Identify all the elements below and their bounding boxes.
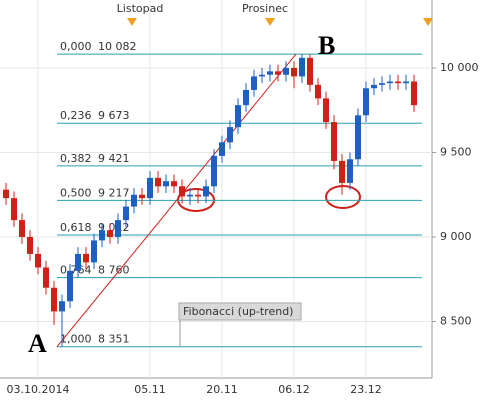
candle-body [331,122,337,161]
fib-price: 9 217 [98,186,130,199]
candle-body [275,71,281,75]
candle-body [283,67,289,75]
candle-body [67,270,73,302]
x-tick-label: 06.12 [278,383,310,396]
candle-body [243,89,249,106]
fib-ratio: 1,000 [60,333,92,346]
x-tick-label: 23.12 [350,383,382,396]
candle-body [115,220,121,238]
candle-body [307,57,313,85]
x-tick-label: 20.11 [206,383,238,396]
annotation: A [28,329,47,358]
fib-ratio: 0,500 [60,186,92,199]
candle-body [355,115,361,160]
fib-price: 9 421 [98,152,130,165]
candle-body [51,287,57,312]
month-label: Prosinec [242,2,288,15]
candle-body [219,142,225,156]
candle-body [323,98,329,123]
candle-body [147,177,153,199]
candle-body [291,67,297,77]
trend-line [56,53,297,348]
marker [423,18,433,26]
candle-body [179,186,185,197]
candle-body [99,230,105,241]
candle-body [107,230,113,238]
candle-body [91,240,97,263]
candle-body [187,194,193,197]
candle-body [403,81,409,84]
candle-body [259,74,265,77]
candle-body [195,194,201,197]
candle-body [387,81,393,84]
candle-body [211,155,217,187]
x-tick-label: 05.11 [134,383,166,396]
month-label: Listopad [117,2,164,15]
fib-ratio: 0,236 [60,109,92,122]
fib-price: 9 673 [98,109,130,122]
candle-body [315,84,321,99]
fib-ratio: 0,382 [60,152,92,165]
candle-body [83,253,89,263]
fib-price: 9 012 [98,221,130,234]
candle-body [27,237,33,254]
candle-body [123,206,129,221]
y-tick-label: 10 000 [440,61,479,74]
candle-body [227,127,233,143]
candle-body [235,105,241,128]
candle-body [139,194,145,199]
x-tick-label: 03.10.2014 [7,383,70,396]
candle-body [251,76,257,90]
candle-body [35,253,41,268]
fib-price: 10 082 [98,40,137,53]
candle-body [203,186,209,197]
fib-name: Fibonacci (up-trend) [183,305,293,318]
candle-body [19,220,25,238]
candle-body [75,253,81,271]
fib-ratio: 0,000 [60,40,92,53]
candle-body [379,83,385,85]
candle-body [411,81,417,106]
fib-price: 8 760 [98,264,130,277]
candle-body [43,267,49,288]
candle-body [3,189,9,199]
candle-body [59,301,65,312]
marker [265,18,275,26]
fib-price: 8 351 [98,333,130,346]
label-box [178,302,302,321]
highlight-circle [325,185,361,209]
marker [127,18,137,26]
candle-body [395,81,401,84]
candle-body [11,198,17,221]
candle-body [339,160,345,183]
candle-body [155,177,161,187]
y-tick-label: 8 500 [440,315,472,328]
annotation: B [318,31,335,60]
candle-body [363,88,369,116]
y-tick-label: 9 000 [440,230,472,243]
fib-ratio: 0,618 [60,221,92,234]
candle-body [163,181,169,187]
candle-body [171,181,177,187]
candle-body [131,194,137,207]
candle-body [371,84,377,89]
candle-body [347,159,353,183]
candle-body [299,57,305,77]
candle-body [267,71,273,75]
y-tick-label: 9 500 [440,145,472,158]
